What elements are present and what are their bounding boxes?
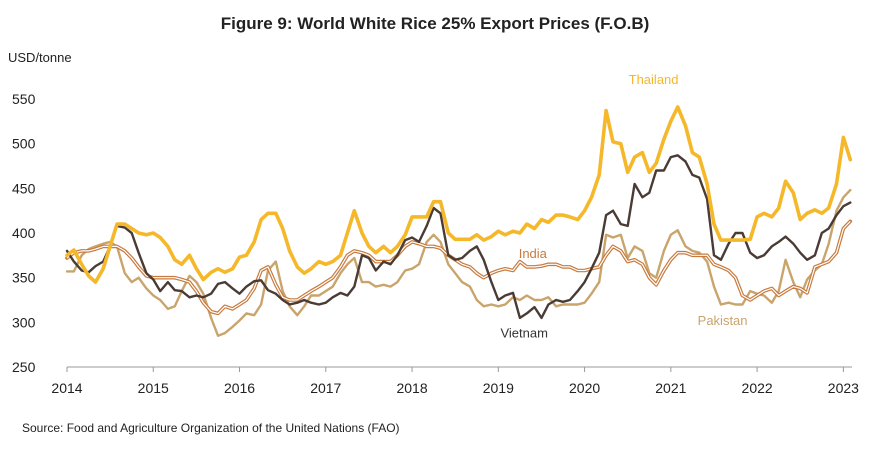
source-note: Source: Food and Agriculture Organizatio… (22, 421, 400, 435)
series-label-india: India (519, 246, 548, 261)
series-labels: Thailand India Vietnam Pakistan (500, 72, 747, 341)
series-label-vietnam: Vietnam (500, 326, 547, 341)
x-tick-label: 2014 (51, 380, 82, 396)
series-label-thailand: Thailand (629, 72, 679, 87)
x-tick-label: 2017 (310, 380, 341, 396)
y-tick-label: 250 (12, 359, 36, 375)
y-tick-labels: 250 300 350 400 450 500 550 (12, 91, 36, 375)
y-tick-label: 450 (12, 180, 36, 196)
series-lines (65, 105, 853, 337)
y-tick-label: 400 (12, 225, 36, 241)
x-tick-label: 2022 (742, 380, 773, 396)
x-tick-label: 2019 (483, 380, 514, 396)
series-label-pakistan: Pakistan (698, 313, 748, 328)
x-tick-label: 2015 (138, 380, 169, 396)
x-axis: 2014 2015 2016 2017 2018 2019 2020 2021 2022 2023 (51, 366, 859, 396)
series-line-pakistan (65, 188, 852, 337)
x-tick-label: 2021 (655, 380, 686, 396)
y-tick-label: 300 (12, 314, 36, 330)
x-tick-label: 2020 (569, 380, 600, 396)
x-tick-label: 2023 (828, 380, 859, 396)
series-line-vietnam (65, 154, 852, 320)
y-axis-label: USD/tonne (8, 50, 72, 65)
series-line-thailand (65, 105, 853, 284)
x-tick-label: 2018 (396, 380, 427, 396)
series-line-india-core (66, 220, 851, 314)
chart-title: Figure 9: World White Rice 25% Export Pr… (220, 14, 650, 33)
y-tick-label: 350 (12, 270, 36, 286)
y-tick-label: 550 (12, 91, 36, 107)
x-tick-label: 2016 (224, 380, 255, 396)
y-tick-label: 500 (12, 136, 36, 152)
